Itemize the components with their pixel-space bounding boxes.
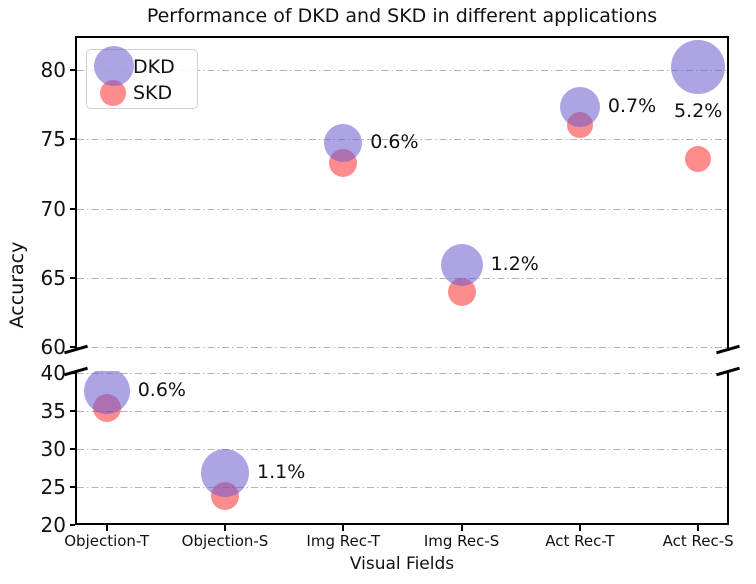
- x-tick-label-act-rec-s: Act Rec-S: [662, 532, 734, 550]
- gridline-80: [77, 70, 727, 71]
- axes-top-panel: [77, 38, 727, 349]
- annotation-act-rec-t: 0.7%: [607, 95, 657, 118]
- gridline-30: [77, 448, 727, 450]
- y-tick-65: [70, 276, 75, 279]
- right-spine-top: [727, 36, 729, 349]
- dkd-bubble-objection-s: [201, 449, 249, 498]
- right-spine-bottom: [727, 371, 729, 525]
- y-tick-label-40: 40: [40, 360, 66, 385]
- left-spine-bottom: [75, 371, 77, 525]
- left-spine-top: [75, 36, 77, 349]
- y-tick-60: [70, 346, 75, 348]
- y-tick-label-35: 35: [40, 398, 66, 423]
- y-tick-70: [70, 207, 75, 210]
- y-tick-25: [70, 485, 75, 488]
- y-tick-label-30: 30: [40, 436, 66, 461]
- y-axis-label: Accuracy: [6, 241, 28, 329]
- x-tick-act-rec-t: [578, 525, 581, 531]
- dkd-bubble-img-rec-s: [440, 244, 483, 287]
- x-tick-img-rec-t: [342, 525, 345, 531]
- annotation-img-rec-s: 1.2%: [490, 253, 539, 276]
- gridline-25: [77, 486, 727, 488]
- y-tick-label-25: 25: [40, 474, 66, 499]
- x-tick-label-img-rec-s: Img Rec-S: [423, 532, 500, 550]
- y-tick-label-20: 20: [40, 512, 66, 537]
- x-tick-img-rec-s: [460, 525, 463, 531]
- gridline-40: [77, 372, 727, 374]
- top-spine: [75, 36, 729, 38]
- dkd-bubble-act-rec-t: [559, 87, 600, 128]
- gridline-35: [77, 410, 727, 412]
- y-tick-75: [70, 138, 75, 141]
- x-tick-objection-s: [224, 525, 226, 531]
- x-tick-label-img-rec-t: Img Rec-T: [306, 532, 381, 550]
- dkd-bubble-objection-t: [83, 371, 130, 414]
- dkd-bubble-img-rec-t: [324, 124, 363, 163]
- chart-title: Performance of DKD and SKD in different …: [146, 5, 658, 27]
- y-tick-label-65: 65: [40, 265, 66, 290]
- legend-skd-label: SKD: [133, 82, 173, 104]
- legend-dkd-marker: [94, 46, 134, 86]
- y-tick-40: [70, 371, 75, 374]
- legend-dkd-label: DKD: [133, 56, 175, 78]
- annotation-act-rec-s: 5.2%: [674, 100, 723, 123]
- y-tick-label-60: 60: [40, 335, 66, 359]
- bottom-spine: [75, 523, 729, 525]
- skd-bubble-act-rec-s: [685, 145, 712, 172]
- gridline-75: [77, 139, 727, 141]
- dkd-bubble-act-rec-s: [671, 40, 726, 95]
- gridline-70: [77, 208, 727, 210]
- x-tick-label-objection-s: Objection-S: [181, 532, 269, 550]
- axes-bottom-panel: [77, 371, 727, 523]
- x-tick-objection-t: [105, 525, 108, 531]
- annotation-objection-t: 0.6%: [137, 378, 186, 401]
- y-tick-35: [70, 409, 75, 412]
- legend: DKD SKD: [86, 46, 198, 109]
- y-tick-label-75: 75: [40, 127, 66, 152]
- y-tick-80: [70, 69, 75, 71]
- y-tick-label-70: 70: [40, 196, 66, 221]
- x-tick-label-objection-t: Objection-T: [64, 532, 150, 550]
- y-tick-label-80: 80: [40, 58, 66, 82]
- x-tick-label-act-rec-t: Act Rec-T: [545, 532, 615, 550]
- gridline-65: [77, 277, 727, 279]
- annotation-img-rec-t: 0.6%: [370, 131, 419, 154]
- annotation-objection-s: 1.1%: [257, 461, 306, 484]
- y-tick-20: [70, 523, 75, 526]
- x-tick-act-rec-s: [697, 525, 700, 531]
- gridline-60: [77, 347, 727, 348]
- x-axis-label: Visual Fields: [349, 554, 455, 574]
- y-tick-30: [70, 447, 75, 450]
